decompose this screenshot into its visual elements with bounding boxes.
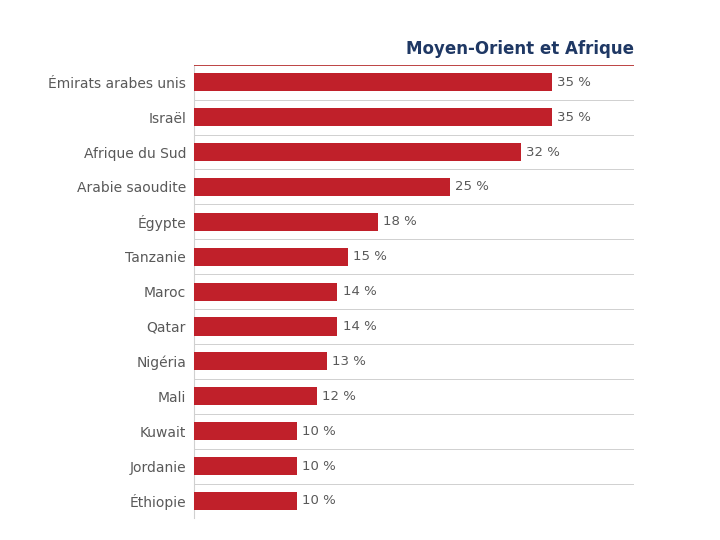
Text: 12 %: 12 % (322, 390, 356, 403)
Text: 14 %: 14 % (343, 285, 377, 298)
Bar (194, 213, 378, 231)
Text: 35 %: 35 % (557, 76, 591, 89)
Bar (194, 318, 338, 335)
Bar (194, 457, 297, 475)
Bar (194, 108, 552, 126)
Bar (194, 178, 450, 196)
Bar (194, 248, 348, 266)
Text: 15 %: 15 % (353, 250, 387, 263)
Bar (194, 492, 297, 510)
Bar (194, 73, 552, 91)
Text: 35 %: 35 % (557, 111, 591, 124)
Text: 14 %: 14 % (343, 320, 377, 333)
Text: 13 %: 13 % (333, 355, 366, 368)
Text: 10 %: 10 % (302, 460, 336, 472)
Text: 32 %: 32 % (526, 146, 560, 159)
Bar (194, 282, 338, 301)
Bar (194, 352, 327, 370)
Text: 10 %: 10 % (302, 495, 336, 508)
Bar (194, 387, 317, 406)
Text: 10 %: 10 % (302, 424, 336, 437)
Text: 25 %: 25 % (455, 180, 489, 193)
Text: 18 %: 18 % (383, 215, 417, 228)
Bar (194, 422, 297, 440)
Bar (194, 143, 521, 161)
Text: Moyen-Orient et Afrique: Moyen-Orient et Afrique (405, 39, 634, 58)
